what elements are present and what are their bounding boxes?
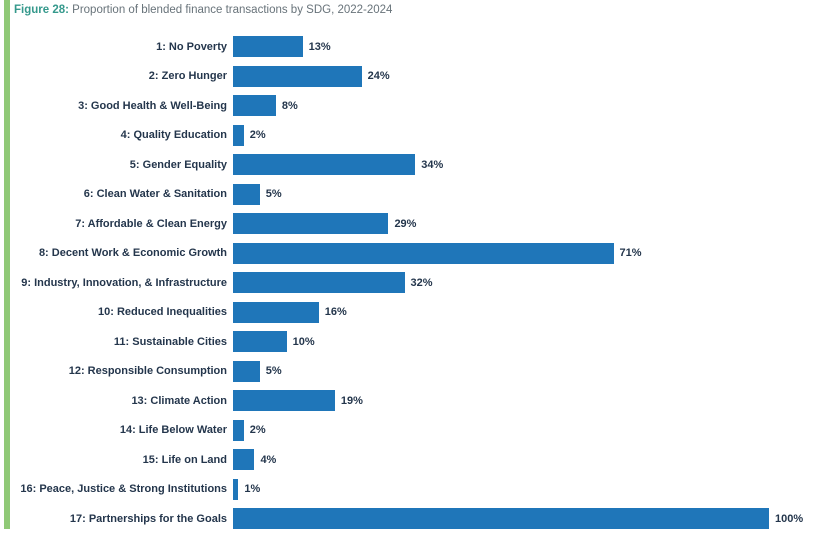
value-label: 4%: [260, 453, 277, 466]
chart-row: 13: Climate Action 19%: [0, 386, 817, 416]
value-bar: [233, 301, 319, 323]
category-label: 15: Life on Land: [142, 453, 227, 466]
value-bar: [233, 242, 614, 264]
chart-row: 8: Decent Work & Economic Growth 71%: [0, 239, 817, 269]
bar-area: 13%: [233, 32, 817, 62]
category-label: 4: Quality Education: [120, 129, 227, 142]
category-label: 10: Reduced Inequalities: [98, 306, 227, 319]
category-label: 13: Climate Action: [131, 394, 227, 407]
value-label: 32%: [410, 276, 433, 289]
chart-row: 1: No Poverty 13%: [0, 32, 817, 62]
chart-row: 4: Quality Education 2%: [0, 121, 817, 151]
category-label: 8: Decent Work & Economic Growth: [38, 247, 227, 260]
value-label: 16%: [324, 306, 347, 319]
category-label: 3: Good Health & Well-Being: [78, 99, 227, 112]
value-bar: [233, 124, 244, 146]
value-label: 19%: [340, 394, 363, 407]
value-bar: [233, 154, 416, 176]
chart-row: 17: Partnerships for the Goals 100%: [0, 504, 817, 534]
value-label: 5%: [265, 365, 282, 378]
bar-area: 16%: [233, 298, 817, 328]
chart-row: 16: Peace, Justice & Strong Institutions…: [0, 475, 817, 505]
category-label: 16: Peace, Justice & Strong Institutions: [20, 483, 227, 496]
category-label: 5: Gender Equality: [129, 158, 227, 171]
bar-area: 2%: [233, 121, 817, 151]
value-label: 29%: [394, 217, 417, 230]
bar-area: 4%: [233, 445, 817, 475]
value-label: 10%: [292, 335, 315, 348]
bar-area: 5%: [233, 357, 817, 387]
chart-row: 10: Reduced Inequalities 16%: [0, 298, 817, 328]
chart-row: 15: Life on Land 4%: [0, 445, 817, 475]
value-bar: [233, 65, 362, 87]
value-bar: [233, 419, 244, 441]
chart-row: 7: Affordable & Clean Energy 29%: [0, 209, 817, 239]
left-accent-bar: [4, 0, 10, 529]
category-label: 1: No Poverty: [156, 40, 227, 53]
bar-area: 34%: [233, 150, 817, 180]
figure-number-label: Figure 28:: [14, 4, 69, 16]
category-label: 2: Zero Hunger: [148, 70, 227, 83]
bar-area: 71%: [233, 239, 817, 269]
value-label: 2%: [249, 424, 266, 437]
bar-area: 29%: [233, 209, 817, 239]
value-label: 2%: [249, 129, 266, 142]
chart-row: 9: Industry, Innovation, & Infrastructur…: [0, 268, 817, 298]
category-label: 11: Sustainable Cities: [113, 335, 227, 348]
bar-area: 19%: [233, 386, 817, 416]
chart-row: 3: Good Health & Well-Being 8%: [0, 91, 817, 121]
value-bar: [233, 183, 260, 205]
value-bar: [233, 272, 405, 294]
value-label: 13%: [308, 40, 331, 53]
value-bar: [233, 449, 255, 471]
value-bar: [233, 331, 287, 353]
figure-title-text: Proportion of blended finance transactio…: [68, 4, 393, 16]
value-bar: [233, 508, 769, 530]
category-label: 6: Clean Water & Sanitation: [83, 188, 227, 201]
sdg-bar-chart: 1: No Poverty 13% 2: Zero Hunger 24% 3: Good…: [0, 32, 817, 534]
bar-area: 24%: [233, 62, 817, 92]
chart-row: 2: Zero Hunger 24%: [0, 62, 817, 92]
bar-area: 10%: [233, 327, 817, 357]
value-label: 5%: [265, 188, 282, 201]
value-bar: [233, 390, 335, 412]
value-bar: [233, 478, 239, 500]
value-bar: [233, 36, 303, 58]
value-bar: [233, 213, 389, 235]
value-label: 71%: [619, 247, 642, 260]
bar-area: 100%: [233, 504, 817, 534]
value-label: 100%: [775, 512, 804, 525]
bar-area: 32%: [233, 268, 817, 298]
category-label: 14: Life Below Water: [119, 424, 227, 437]
category-label: 9: Industry, Innovation, & Infrastructur…: [21, 276, 227, 289]
bar-area: 1%: [233, 475, 817, 505]
value-label: 34%: [421, 158, 444, 171]
bar-area: 8%: [233, 91, 817, 121]
bar-area: 5%: [233, 180, 817, 210]
chart-row: 11: Sustainable Cities 10%: [0, 327, 817, 357]
value-bar: [233, 95, 276, 117]
figure-title: Figure 28: Proportion of blended finance…: [14, 4, 392, 16]
value-label: 24%: [367, 70, 390, 83]
chart-row: 6: Clean Water & Sanitation 5%: [0, 180, 817, 210]
value-label: 1%: [244, 483, 261, 496]
chart-row: 14: Life Below Water 2%: [0, 416, 817, 446]
chart-row: 5: Gender Equality 34%: [0, 150, 817, 180]
bar-area: 2%: [233, 416, 817, 446]
category-label: 17: Partnerships for the Goals: [69, 512, 227, 525]
category-label: 12: Responsible Consumption: [68, 365, 227, 378]
value-bar: [233, 360, 260, 382]
chart-row: 12: Responsible Consumption 5%: [0, 357, 817, 387]
category-label: 7: Affordable & Clean Energy: [75, 217, 227, 230]
value-label: 8%: [281, 99, 298, 112]
